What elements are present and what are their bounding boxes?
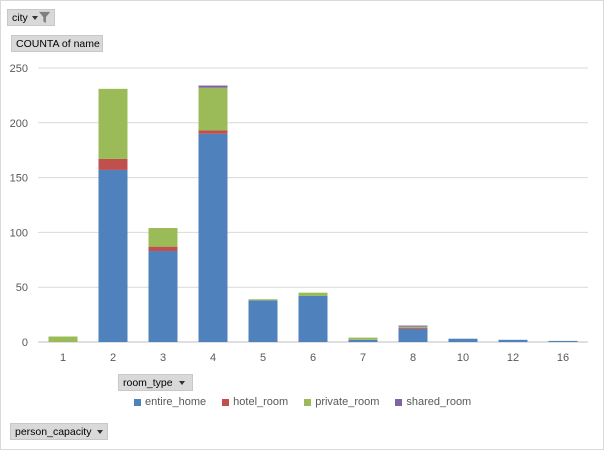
chart-legend: entire_home hotel_room private_room shared_… bbox=[134, 396, 471, 408]
x-tick-label: 5 bbox=[260, 352, 266, 364]
x-tick-label: 2 bbox=[110, 352, 116, 364]
y-tick-label: 0 bbox=[22, 337, 28, 349]
bar-segment-private-room bbox=[48, 336, 78, 342]
room-type-label: room_type bbox=[123, 376, 173, 389]
legend-item-shared-room: shared_room bbox=[395, 396, 471, 408]
counta-of-name-button[interactable]: COUNTA of name bbox=[11, 35, 103, 52]
legend-label: hotel_room bbox=[233, 396, 289, 408]
chevron-down-icon bbox=[97, 429, 104, 434]
y-tick-label: 200 bbox=[10, 118, 28, 130]
bar-segment-hotel-room bbox=[398, 327, 428, 329]
value-field-label: COUNTA of name bbox=[16, 37, 100, 50]
bar-segment-entire-home bbox=[248, 300, 278, 342]
bar-segment-entire-home bbox=[398, 328, 428, 342]
y-tick-label: 250 bbox=[10, 63, 28, 75]
bar-segment-entire-home bbox=[198, 133, 228, 342]
bar-segment-private-room bbox=[348, 337, 378, 340]
legend-swatch bbox=[134, 398, 141, 406]
bar-segment-private-room bbox=[398, 326, 428, 328]
legend-label: entire_home bbox=[145, 396, 207, 408]
bar-segment-entire-home bbox=[298, 295, 328, 342]
bar-segment-shared-room bbox=[398, 325, 428, 327]
room-type-field-button[interactable]: room_type bbox=[118, 374, 193, 391]
legend-label: shared_room bbox=[406, 396, 472, 408]
bar-segment-entire-home bbox=[448, 338, 478, 342]
bar-segment-entire-home bbox=[98, 169, 128, 342]
legend-label: private_room bbox=[315, 396, 380, 408]
bar-segment-private-room bbox=[198, 87, 228, 131]
legend-item-private-room: private_room bbox=[304, 396, 379, 408]
legend-swatch bbox=[222, 398, 230, 406]
chevron-down-icon bbox=[178, 380, 185, 385]
x-tick-label: 10 bbox=[457, 352, 469, 364]
y-tick-label: 50 bbox=[16, 282, 28, 294]
bar-segment-hotel-room bbox=[98, 158, 128, 170]
y-tick-label: 150 bbox=[10, 173, 28, 185]
x-tick-label: 6 bbox=[310, 352, 316, 364]
bar-segment-entire-home bbox=[148, 251, 178, 342]
legend-item-hotel-room: hotel_room bbox=[222, 396, 288, 408]
bar-segment-entire-home bbox=[498, 339, 528, 342]
x-tick-label: 1 bbox=[60, 352, 66, 364]
x-tick-label: 4 bbox=[210, 352, 216, 364]
bar-segment-hotel-room bbox=[148, 246, 178, 252]
bar-segment-private-room bbox=[148, 228, 178, 247]
legend-swatch bbox=[304, 398, 312, 406]
x-tick-label: 7 bbox=[360, 352, 366, 364]
bar-segment-entire-home bbox=[348, 339, 378, 342]
filter-funnel-icon bbox=[38, 11, 50, 24]
y-tick-label: 100 bbox=[10, 227, 28, 239]
x-tick-label: 12 bbox=[507, 352, 519, 364]
bar-segment-private-room bbox=[98, 88, 128, 159]
x-tick-label: 3 bbox=[160, 352, 166, 364]
chevron-down-icon bbox=[31, 15, 38, 20]
bar-segment-entire-home bbox=[548, 340, 578, 342]
bar-segment-hotel-room bbox=[198, 130, 228, 134]
city-filter-button[interactable]: city bbox=[7, 9, 55, 26]
x-tick-label: 8 bbox=[410, 352, 416, 364]
x-tick-label: 16 bbox=[557, 352, 569, 364]
bar-segment-private-room bbox=[298, 292, 328, 296]
city-filter-label: city bbox=[12, 11, 28, 24]
bar-segment-private-room bbox=[248, 299, 278, 301]
bar-segment-shared-room bbox=[198, 85, 228, 88]
legend-swatch bbox=[395, 398, 403, 406]
person-capacity-label: person_capacity bbox=[15, 425, 92, 438]
person-capacity-field-button[interactable]: person_capacity bbox=[10, 423, 108, 440]
legend-item-entire-home: entire_home bbox=[134, 396, 206, 408]
